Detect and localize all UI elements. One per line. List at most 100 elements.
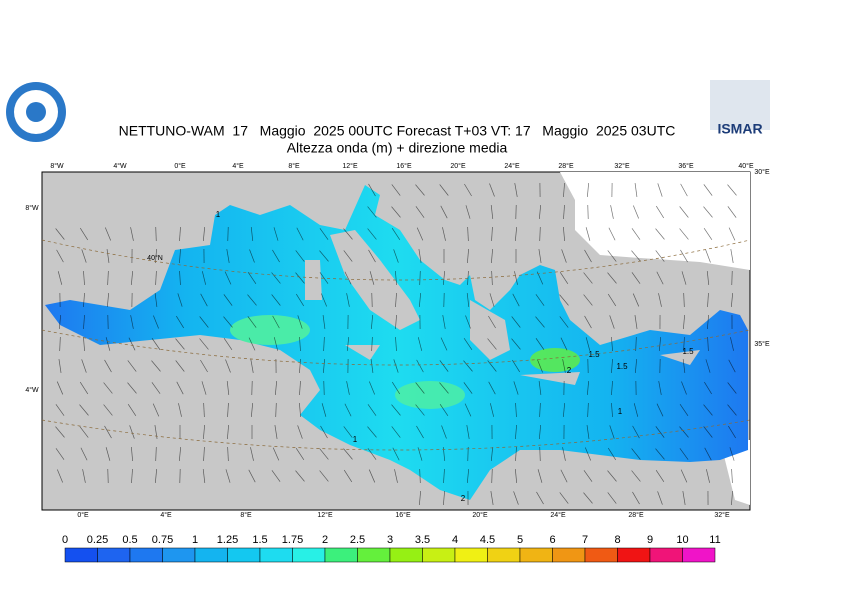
graticule-label: 4°E [232, 162, 244, 170]
arrow [415, 404, 425, 416]
arrow [488, 315, 496, 329]
arrow [728, 227, 736, 241]
arrow [199, 316, 209, 328]
arrow [223, 316, 233, 328]
arrow [368, 469, 376, 483]
colorbar-box [227, 547, 261, 563]
arrow [681, 381, 687, 395]
arrow [559, 294, 569, 306]
arrow [343, 228, 353, 240]
arrow [538, 204, 542, 220]
arrow [343, 448, 353, 460]
arrow [631, 228, 641, 240]
arrow [343, 469, 353, 483]
arrow [586, 425, 590, 439]
arrow [439, 184, 449, 196]
arrow [321, 293, 327, 307]
arrow [271, 272, 281, 284]
arrow [103, 404, 113, 416]
arrow [607, 250, 617, 262]
arrow [271, 470, 281, 482]
arrow [271, 294, 281, 306]
arrow [535, 338, 545, 350]
graticule-label: 12°E [342, 162, 358, 170]
colorbar-box [97, 547, 131, 563]
arrow [247, 316, 257, 328]
arrow [57, 271, 63, 285]
graticule-label: 0°E [77, 511, 89, 519]
contour-label: 2 [461, 494, 466, 503]
arrow [106, 292, 110, 308]
arrow [56, 249, 64, 263]
arrow [559, 271, 569, 285]
arrow [607, 447, 617, 461]
colorbar-box [649, 547, 683, 563]
arrow [105, 337, 111, 351]
arrow [58, 359, 62, 373]
arrow [466, 425, 470, 439]
arrow [417, 447, 423, 461]
arrow [273, 337, 279, 351]
colorbar-tick-label: 4 [452, 534, 458, 546]
colorbar-box [552, 547, 586, 563]
arrow [611, 358, 613, 374]
arrow [583, 294, 593, 306]
arrow [657, 491, 663, 505]
arrow [443, 490, 445, 506]
arrow [297, 425, 303, 439]
arrow [391, 206, 401, 218]
arrow [703, 426, 713, 438]
arrow [442, 227, 446, 241]
arrow [583, 272, 593, 284]
arrow [515, 402, 517, 418]
arrow [79, 426, 89, 438]
arrow [321, 403, 327, 417]
contour-label: 1.5 [588, 350, 600, 359]
arrow [295, 470, 305, 482]
graticule-label: 40°E [738, 162, 754, 170]
arrow [177, 293, 183, 307]
arrow [488, 381, 496, 395]
arrow [223, 338, 233, 350]
arrow [680, 183, 688, 197]
arrow [559, 492, 569, 504]
arrow [178, 446, 182, 462]
arrow [395, 314, 397, 330]
arrow [55, 404, 65, 416]
arrow [201, 271, 207, 285]
arrow [151, 360, 161, 372]
arrow [106, 249, 110, 263]
arrow [511, 338, 521, 350]
arrow [727, 404, 737, 416]
arrow [707, 336, 709, 352]
arrow [155, 226, 157, 242]
arrow [439, 360, 449, 372]
arrow [81, 359, 87, 373]
arrow [344, 403, 352, 417]
arrow [104, 227, 112, 241]
colorbar-tick-label: 10 [676, 534, 688, 546]
arrow [631, 272, 641, 284]
arrow [489, 403, 495, 417]
arrow [511, 316, 521, 328]
graticule-label: 8°E [288, 162, 300, 170]
arrow [203, 424, 205, 440]
arrow [513, 381, 519, 395]
arrow [463, 360, 473, 372]
graticule-label: 40°N [147, 254, 163, 262]
graticule-label: 16°E [396, 162, 412, 170]
arrow [202, 226, 206, 242]
arrow [731, 490, 733, 506]
arrow [679, 448, 689, 460]
arrow [299, 402, 301, 418]
arrow [728, 359, 736, 373]
arrow [319, 250, 329, 262]
arrow [83, 314, 85, 330]
arrow [104, 359, 112, 373]
arrow [296, 227, 304, 241]
arrow [467, 270, 469, 286]
arrow [683, 292, 685, 308]
colorbar-tick-label: 3.5 [415, 534, 430, 546]
arrow [395, 270, 397, 286]
arrow [562, 447, 566, 461]
